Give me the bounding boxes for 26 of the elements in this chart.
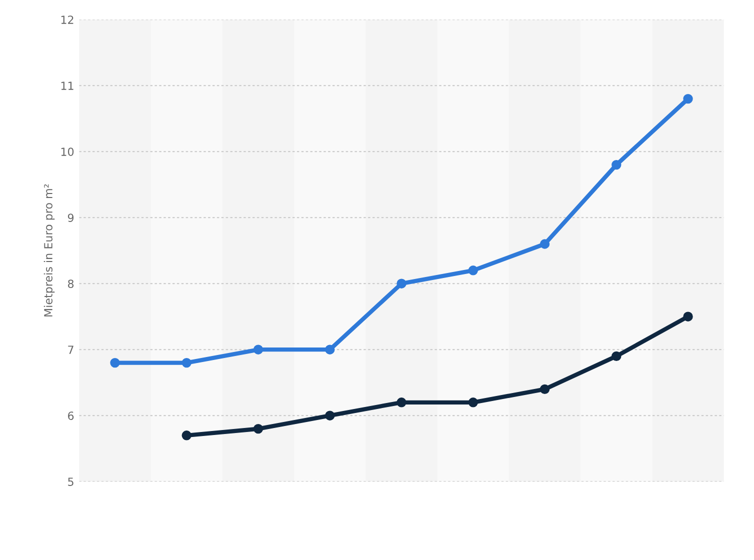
- point: [683, 94, 693, 104]
- y-tick-label: 5: [68, 478, 74, 486]
- point: [325, 344, 335, 354]
- y-tick-label: 7: [68, 346, 74, 354]
- point: [540, 384, 550, 394]
- point: [182, 358, 192, 368]
- point: [253, 424, 264, 434]
- point: [396, 278, 406, 288]
- point: [612, 160, 622, 170]
- y-axis-title: Mietpreis in Euro pro m²: [44, 184, 55, 316]
- point: [396, 398, 406, 408]
- point: [683, 312, 693, 322]
- point: [468, 398, 478, 408]
- y-tick-label: 9: [68, 214, 74, 222]
- point: [612, 351, 622, 362]
- y-tick-label: 12: [61, 16, 74, 24]
- point: [110, 358, 120, 368]
- point: [325, 410, 335, 420]
- point: [540, 239, 550, 249]
- y-tick-label: 11: [61, 82, 74, 90]
- y-tick-label: 8: [68, 280, 74, 288]
- y-tick-label: 6: [68, 412, 74, 420]
- point: [253, 344, 264, 354]
- point: [182, 430, 192, 440]
- y-tick-label: 10: [61, 148, 74, 156]
- point: [468, 266, 478, 276]
